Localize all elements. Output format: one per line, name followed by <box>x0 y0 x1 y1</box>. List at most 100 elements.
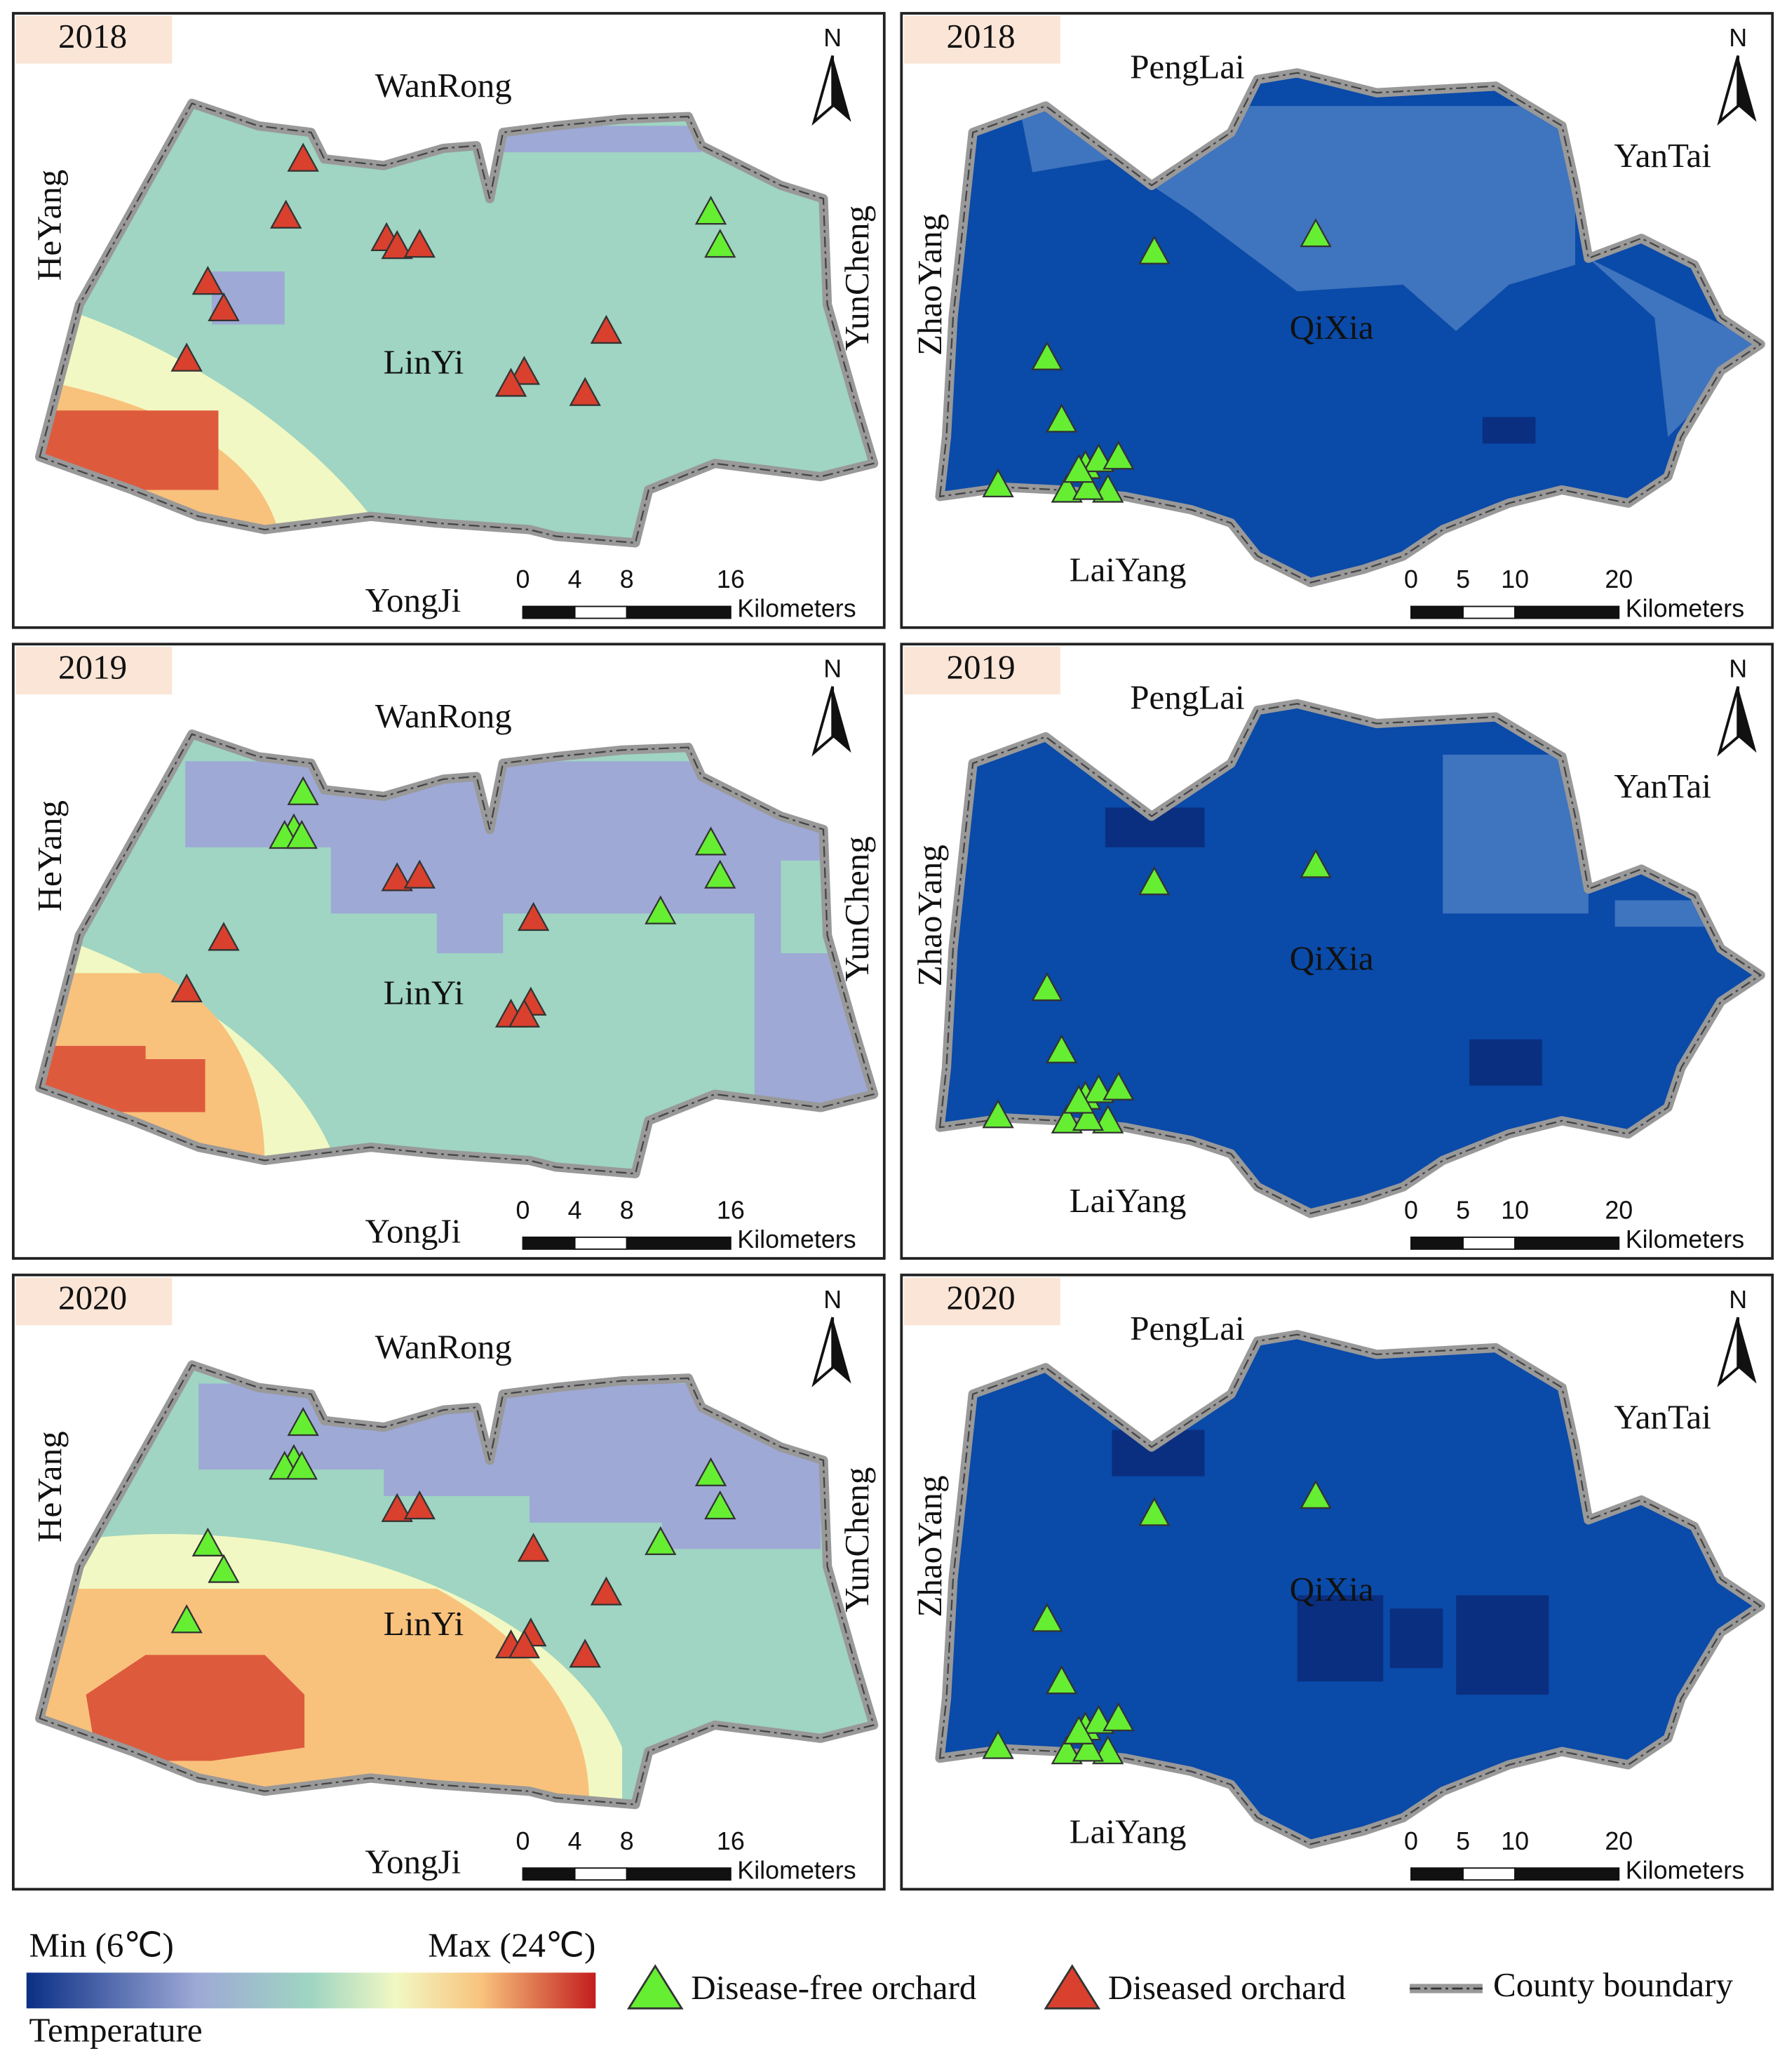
diseased-orchard <box>517 1533 550 1562</box>
disease-free-orchard <box>285 1451 318 1480</box>
place-name: HeYang <box>30 800 69 912</box>
place-name: HeYang <box>30 170 69 281</box>
map-panel: 2019 N PengLai YanTai ZhaoYang QiXia LaiYang 0 5… <box>900 643 1774 1260</box>
year-box <box>15 647 173 695</box>
county-boundary-line <box>39 102 875 544</box>
scale-segment <box>1514 1236 1620 1250</box>
place-name: WanRong <box>375 697 512 735</box>
scale-segment <box>1462 1236 1516 1250</box>
legend-title: Temperature <box>29 2010 203 2049</box>
temperature-zone <box>1105 807 1542 1086</box>
place-name: LaiYang <box>1070 1181 1187 1220</box>
north-label: N <box>823 24 842 52</box>
scale-tick-label: 8 <box>620 565 634 593</box>
map-panel: 2020 N WanRong HeYang YunCheng LinYi YongJi 0 4 8… <box>11 1273 886 1891</box>
disease-free-orchard <box>982 1730 1014 1759</box>
place-name: YongJi <box>365 581 461 619</box>
diseased-orchard <box>170 342 203 372</box>
county-boundary-line <box>39 733 875 1175</box>
diseased-orchard <box>590 314 623 344</box>
scale-segment <box>1514 1867 1620 1881</box>
legend-max: Max (24℃) <box>428 1926 595 1965</box>
legend-min: Min (6℃) <box>29 1926 174 1965</box>
scale-unit: Kilometers <box>1626 595 1744 623</box>
north-arrow <box>811 55 835 126</box>
map-panel: 2020 N PengLai YanTai ZhaoYang QiXia LaiYang 0 5… <box>900 1273 1774 1891</box>
scale-tick-label: 16 <box>717 1196 745 1224</box>
scale-segment <box>522 605 576 619</box>
place-name: WanRong <box>375 1328 512 1366</box>
disease-free-orchard <box>704 1490 736 1520</box>
diseased-orchard <box>508 998 541 1028</box>
temperature-zones <box>1112 1429 1549 1695</box>
place-name: PengLai <box>1130 1309 1245 1347</box>
diseased-orchard <box>381 1493 413 1522</box>
scale-tick-label: 0 <box>1404 1196 1418 1224</box>
place-name: LinYi <box>384 342 464 381</box>
disease-free-orchard <box>1102 1702 1135 1732</box>
place-name: ZhaoYang <box>910 214 949 356</box>
disease-free-orchard <box>287 776 319 805</box>
disease-free-orchard <box>1031 971 1063 1002</box>
year-box <box>15 15 173 64</box>
disease-free-orchard <box>1072 471 1105 500</box>
scale-segment <box>626 1236 731 1250</box>
place-name: YanTai <box>1614 767 1711 805</box>
scale-tick-label: 5 <box>1456 1827 1470 1855</box>
disease-free-orchard <box>1031 1603 1063 1632</box>
north-label: N <box>823 1286 842 1314</box>
year-label: 2019 <box>58 647 127 686</box>
scale-tick-label: 0 <box>516 1827 530 1855</box>
disease-free-orchard <box>982 1099 1014 1129</box>
scale-tick-label: 0 <box>516 1196 530 1224</box>
diseased-orchard <box>403 229 436 258</box>
scale-segment <box>574 605 628 619</box>
disease-free-orchard <box>694 195 727 225</box>
year-box <box>904 1277 1060 1326</box>
year-label: 2018 <box>58 17 127 55</box>
scale-segment <box>1410 1867 1464 1881</box>
place-name: YongJi <box>365 1211 461 1250</box>
disease-free-orchard <box>1031 341 1063 370</box>
scale-tick-label: 16 <box>717 1827 745 1855</box>
map-panel: 2018 N WanRong HeYang YunCheng LinYi YongJi 0 4 8… <box>11 12 886 629</box>
scale-tick-label: 4 <box>568 565 582 593</box>
diseased-orchard <box>381 230 413 260</box>
diseased-orchard <box>590 1576 623 1606</box>
diseased-orchard <box>208 292 240 321</box>
scale-tick-label: 10 <box>1501 1196 1529 1224</box>
legend-free: Disease-free orchard <box>691 1968 976 2007</box>
scale-unit: Kilometers <box>737 1225 856 1253</box>
disease-free-orchard <box>1063 1715 1095 1744</box>
place-name: YunCheng <box>837 206 876 351</box>
scale-segment <box>626 605 731 619</box>
diseased-orchard <box>569 1639 601 1668</box>
panels: 2018 N WanRong HeYang YunCheng LinYi YongJi 0 4 8… <box>11 12 1774 1891</box>
diseased-orchard <box>403 1490 436 1520</box>
scale-tick-label: 8 <box>620 1196 634 1224</box>
scale-segment <box>1462 1867 1516 1881</box>
scale-tick-label: 10 <box>1501 1827 1529 1855</box>
temperature-zone <box>1482 417 1536 444</box>
disease-free-orchard <box>1138 1497 1171 1526</box>
disease-free-orchard <box>1300 849 1332 878</box>
north-arrow-dark <box>832 1317 851 1384</box>
temperature-zone <box>185 761 874 1139</box>
disease-free-orchard <box>1138 866 1171 896</box>
disease-free-orchard <box>1063 454 1095 483</box>
disease-free-orchard <box>645 895 677 924</box>
place-name: LinYi <box>384 974 464 1012</box>
scale-segment <box>522 1236 576 1250</box>
disease-free-orchard <box>704 859 736 889</box>
disease-free-orchard <box>704 229 736 258</box>
scale-tick-label: 5 <box>1456 1196 1470 1224</box>
diseased-orchard <box>208 922 240 951</box>
scale-unit: Kilometers <box>737 595 856 623</box>
disease-free-orchard <box>645 1526 677 1556</box>
place-name: HeYang <box>30 1431 69 1542</box>
scale-segment <box>1462 605 1516 619</box>
scale-tick-label: 0 <box>516 565 530 593</box>
diseased-orchard <box>569 377 601 406</box>
legend: Min (6℃) Max (24℃) Temperature Disease-f… <box>26 1926 1734 2049</box>
